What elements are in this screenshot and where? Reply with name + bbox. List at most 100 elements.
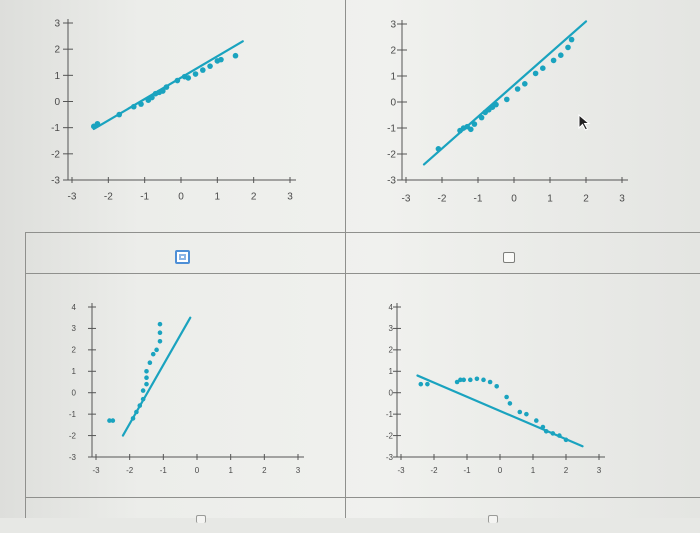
data-point [468,377,473,383]
x-tick-label: -3 [92,466,100,475]
data-point [478,114,485,121]
grid-divider-left [25,232,26,522]
x-tick-label: -3 [397,466,405,475]
y-tick-label: 0 [54,97,60,108]
data-point [543,428,549,434]
data-point [130,416,136,421]
data-point [522,81,528,87]
y-tick-label: 2 [389,346,394,355]
x-tick-label: -2 [430,466,438,475]
data-point [471,121,478,127]
data-point [192,71,199,77]
y-tick-label: 3 [389,324,394,333]
data-point [474,376,480,382]
y-tick-label: -3 [386,453,394,462]
data-point [540,424,546,430]
data-point [137,403,143,408]
y-tick-label: -2 [386,431,394,440]
x-tick-label: -2 [104,192,113,203]
x-tick-label: 0 [498,466,503,475]
data-point [425,381,430,387]
data-point [534,418,539,423]
y-tick-label: 2 [390,46,396,57]
x-tick-label: -1 [474,194,483,205]
option-checkbox-1[interactable] [175,250,190,264]
data-point [494,383,500,389]
data-point [207,63,213,69]
option-checkbox-3[interactable] [196,515,206,523]
y-tick-label: -3 [69,453,77,462]
data-point [144,381,149,387]
data-point [174,77,181,84]
x-tick-label: 3 [296,466,301,475]
x-tick-label: -1 [140,192,149,203]
x-tick-label: 1 [228,466,233,475]
data-point [557,433,562,438]
data-point [107,418,112,423]
data-point [454,379,460,385]
y-tick-label: -1 [387,124,396,135]
data-point [144,375,149,381]
x-tick-label: 1 [531,466,536,475]
y-tick-label: -1 [51,123,60,134]
grid-divider-horizontal-top [25,232,700,233]
x-tick-label: 1 [215,192,221,203]
data-point [468,126,474,133]
data-point [150,351,156,357]
x-tick-label: 2 [564,466,569,475]
y-tick-label: 0 [72,389,77,398]
data-point [563,437,569,443]
x-tick-label: -1 [463,466,471,475]
y-tick-label: -3 [51,176,60,187]
regression-line [422,20,588,166]
option-checkbox-4[interactable] [488,515,498,523]
data-point [550,57,557,64]
y-tick-label: 4 [72,303,77,312]
x-tick-label: 2 [251,192,257,203]
data-point [504,96,510,103]
bottom-strip [0,518,700,533]
y-tick-label: -2 [69,431,77,440]
data-point [94,120,101,127]
data-point [157,330,163,336]
y-tick-label: 3 [54,19,60,30]
data-point [418,381,424,387]
data-point [565,44,571,51]
y-tick-label: -2 [51,149,60,160]
y-tick-label: 1 [54,71,60,82]
grid-divider-horizontal-mid [25,273,700,274]
x-tick-label: 0 [195,466,200,475]
data-point [144,368,149,374]
x-tick-label: -2 [126,466,134,475]
data-point [149,94,155,101]
data-point [504,394,509,400]
data-point [232,52,239,59]
data-point [550,431,556,436]
y-tick-label: 1 [390,72,396,83]
data-point [532,70,539,77]
data-point [140,388,146,393]
option-checkbox-2[interactable] [503,252,515,263]
data-point [134,409,139,415]
data-point [157,321,163,327]
x-tick-label: 3 [619,194,625,205]
data-point [200,67,206,73]
data-point [163,84,170,90]
data-point [461,377,467,383]
x-tick-label: 2 [583,194,589,205]
data-point [185,75,192,81]
data-point [160,88,166,94]
x-tick-label: 1 [547,194,553,205]
data-point [524,411,529,417]
x-tick-label: -1 [160,466,168,475]
x-tick-label: -3 [68,192,77,203]
data-point [481,377,486,383]
x-tick-label: -2 [438,194,447,205]
y-tick-label: 1 [72,367,77,376]
data-point [558,52,564,58]
